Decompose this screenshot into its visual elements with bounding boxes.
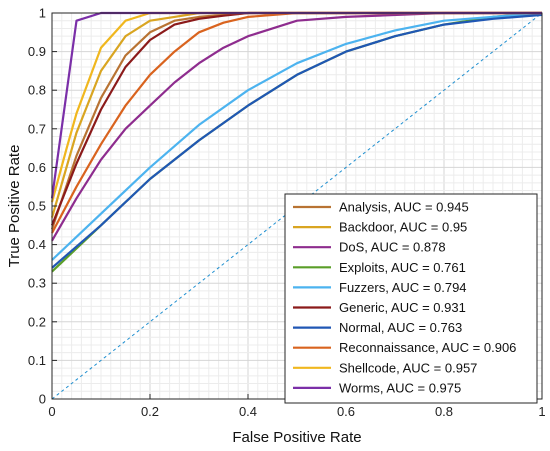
legend-label: Normal, AUC = 0.763 [339, 320, 462, 335]
series-line-2 [51, 11, 542, 242]
x-tick-label: 0.4 [239, 404, 257, 419]
legend-label: Worms, AUC = 0.975 [339, 380, 461, 395]
x-tick-label: 1 [538, 404, 545, 419]
y-axis-ticks: 0 0.1 0.2 0.3 0.4 0.5 0.6 0.7 0.8 0.9 1 [28, 6, 57, 407]
legend-label: Shellcode, AUC = 0.957 [339, 360, 477, 375]
y-tick-label: 0.9 [28, 44, 46, 59]
x-tick-label: 0 [48, 404, 55, 419]
legend-label: Analysis, AUC = 0.945 [339, 200, 469, 215]
legend-label: Generic, AUC = 0.931 [339, 300, 466, 315]
legend-label: DoS, AUC = 0.878 [339, 240, 446, 255]
y-axis-label: True Positive Rate [6, 145, 23, 268]
y-tick-label: 0.3 [28, 276, 46, 291]
y-tick-label: 0.4 [28, 237, 46, 252]
y-tick-label: 1 [39, 6, 46, 21]
legend: Analysis, AUC = 0.945 Backdoor, AUC = 0.9… [284, 193, 538, 404]
legend-label: Exploits, AUC = 0.761 [339, 260, 466, 275]
x-axis-label: False Positive Rate [232, 429, 361, 446]
y-tick-label: 0 [39, 392, 46, 407]
y-tick-label: 0.6 [28, 160, 46, 175]
series-line-6 [51, 13, 543, 269]
y-tick-label: 0.1 [28, 353, 46, 368]
x-tick-label: 0.2 [141, 404, 159, 419]
y-tick-label: 0.2 [28, 314, 46, 329]
chance-diagonal-line [51, 12, 543, 400]
legend-label: Backdoor, AUC = 0.95 [339, 220, 467, 235]
legend-label: Fuzzers, AUC = 0.794 [339, 280, 467, 295]
y-tick-label: 0.8 [28, 83, 46, 98]
x-tick-label: 0.8 [435, 404, 453, 419]
x-tick-label: 0.6 [337, 404, 355, 419]
legend-label: Reconnaissance, AUC = 0.906 [339, 340, 516, 355]
y-tick-label: 0.7 [28, 121, 46, 136]
y-tick-label: 0.5 [28, 199, 46, 214]
series-line-4 [51, 11, 543, 261]
